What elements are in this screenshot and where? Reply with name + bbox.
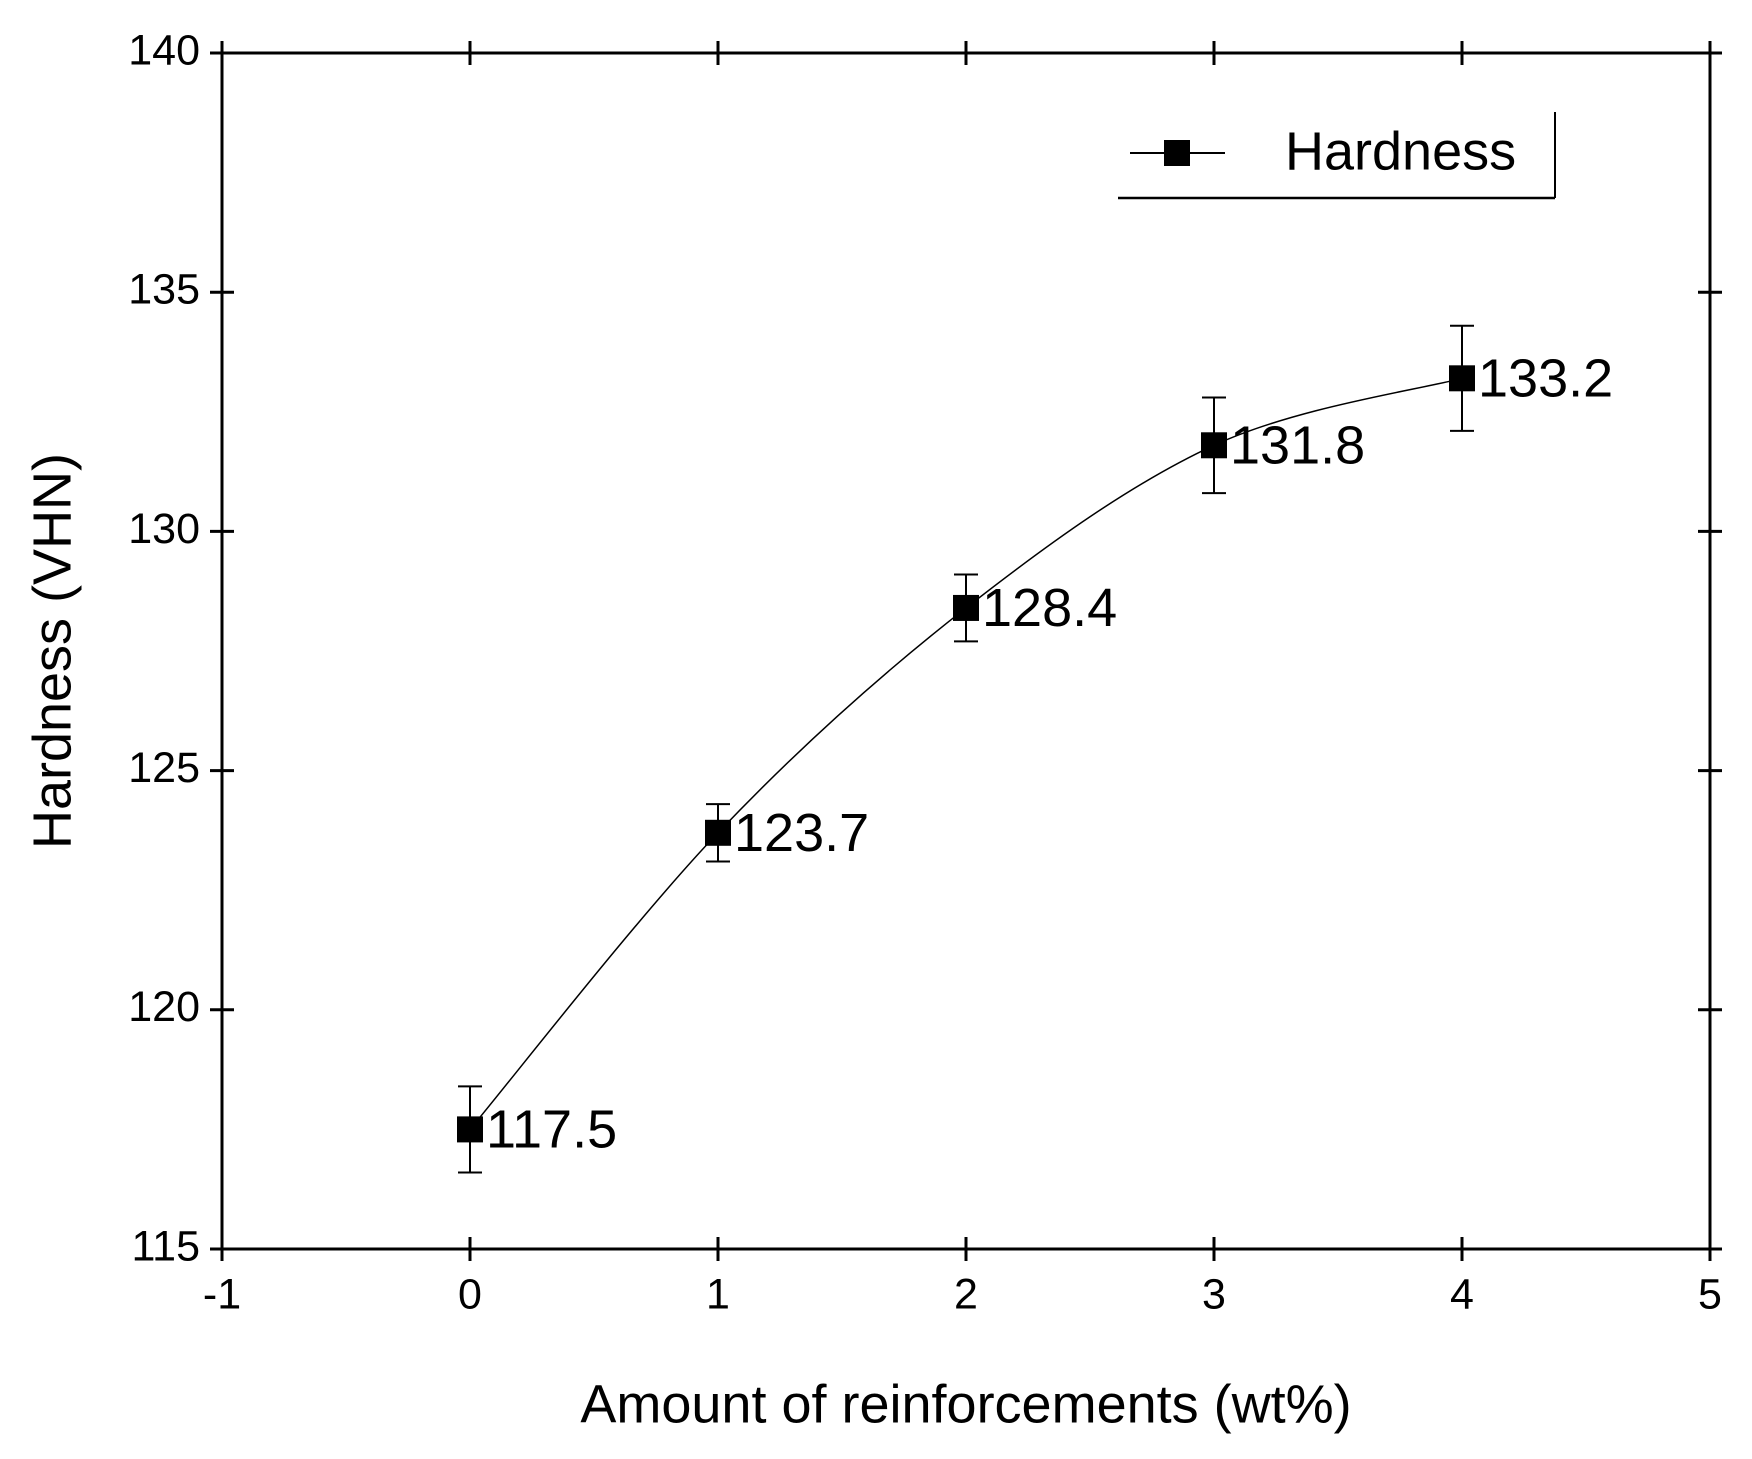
legend-marker	[1164, 140, 1190, 166]
data-label: 131.8	[1230, 416, 1365, 476]
y-tick-label: 140	[128, 26, 200, 74]
y-tick-label: 130	[128, 505, 200, 553]
data-label: 128.4	[982, 578, 1117, 638]
x-tick-label: 3	[1202, 1270, 1226, 1318]
x-tick-label: -1	[203, 1270, 241, 1318]
marker	[953, 594, 979, 621]
data-label: 133.2	[1478, 349, 1613, 409]
plot-frame	[220, 51, 1712, 1251]
marker	[457, 1116, 483, 1143]
x-axis-label: Amount of reinforcements (wt%)	[580, 1374, 1351, 1434]
y-tick-label: 125	[128, 744, 200, 792]
x-tick-label: 5	[1698, 1270, 1722, 1318]
x-tick-label: 1	[706, 1270, 730, 1318]
y-tick-label: 120	[128, 983, 200, 1031]
y-tick-label: 135	[128, 266, 200, 314]
x-tick-label: 4	[1450, 1270, 1474, 1318]
x-tick-label: 0	[458, 1270, 482, 1318]
marker	[705, 819, 731, 846]
marker	[1201, 432, 1227, 459]
series-line	[469, 377, 1463, 1130]
data-label: 117.5	[486, 1100, 617, 1160]
y-axis-label: Hardness (VHN)	[22, 453, 82, 849]
data-label: 123.7	[734, 803, 869, 863]
marker	[1449, 365, 1475, 392]
legend-label: Hardness	[1285, 121, 1516, 181]
x-tick-label: 2	[954, 1270, 978, 1318]
y-tick-label: 115	[131, 1222, 200, 1270]
